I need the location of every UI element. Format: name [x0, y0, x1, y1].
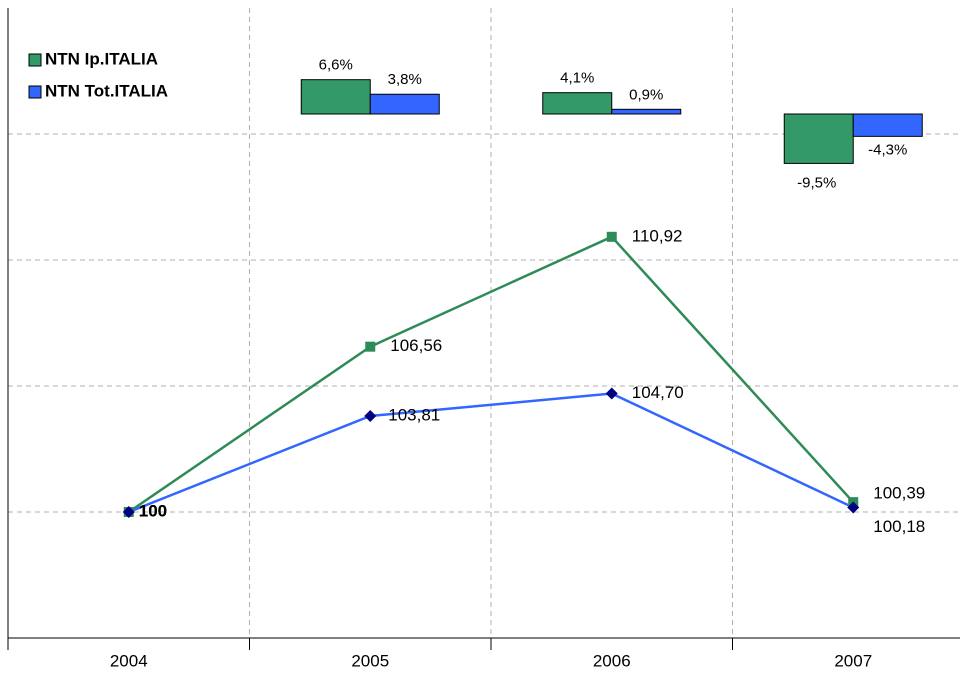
marker: [606, 231, 617, 242]
value-label: 110,92: [632, 226, 683, 245]
legend-label: NTN Tot.ITALIA: [45, 81, 168, 100]
value-label: 100,39: [873, 484, 925, 503]
change-label: 6,6%: [319, 57, 353, 74]
change-label: 0,9%: [629, 86, 663, 103]
change-label: -4,3%: [868, 141, 907, 158]
x-tick-label: 2004: [110, 651, 148, 670]
marker: [364, 409, 377, 422]
change-label: -9,5%: [797, 174, 836, 191]
value-label: 100: [139, 501, 167, 520]
series-line: [128, 235, 855, 514]
legend-swatch: [28, 85, 42, 99]
marker: [605, 387, 618, 400]
x-tick-label: 2006: [593, 651, 631, 670]
value-label: 100,18: [873, 517, 925, 536]
change-bar: [300, 79, 371, 115]
legend-label: NTN Ip.ITALIA: [45, 49, 158, 68]
change-bar: [542, 92, 613, 115]
x-tick-label: 2007: [834, 651, 872, 670]
value-label: 103,81: [388, 405, 440, 424]
value-label: 100: [139, 501, 167, 520]
value-label: 104,70: [632, 383, 684, 402]
change-label: 3,8%: [388, 71, 422, 88]
change-label: 4,1%: [560, 70, 594, 87]
value-label: 106,56: [390, 336, 442, 355]
change-bar: [783, 113, 854, 164]
change-bar: [611, 108, 682, 115]
series-line: [128, 392, 854, 514]
marker: [365, 341, 376, 352]
change-bar: [369, 93, 440, 115]
legend-swatch: [28, 53, 42, 67]
change-bar: [852, 113, 923, 137]
marker: [122, 506, 135, 518]
marker: [847, 501, 860, 514]
x-tick-label: 2005: [351, 651, 389, 670]
